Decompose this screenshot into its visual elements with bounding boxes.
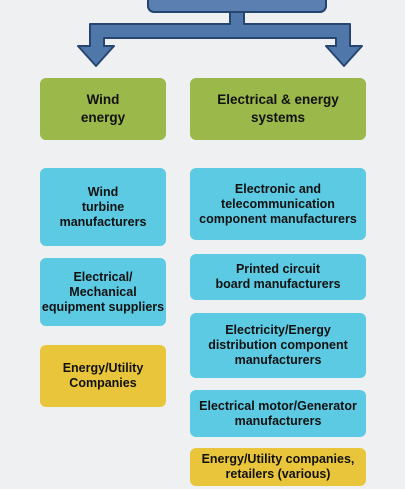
box-text: distribution component <box>208 338 348 352</box>
category-header: Electrical & energy systems <box>190 78 366 140</box>
category-header: Wind energy <box>40 78 166 140</box>
box-text: Electrical/ <box>73 269 133 284</box>
category-item: Printed circuit board manufacturers <box>190 254 366 300</box>
category-item: Electrical/Mechanical equipment suppliers <box>40 258 166 326</box>
box-text: Electrical & energy <box>217 92 339 107</box>
box-text: Electrical motor/Generator <box>199 398 357 413</box>
split-arrow <box>77 11 363 67</box>
category-item: Energy/Utility companies, retailers (vari… <box>190 448 366 486</box>
box-text: board manufacturers <box>215 277 341 291</box>
box-text: Electronic and <box>234 181 322 196</box>
box-text: Energy/Utility <box>62 361 144 375</box>
box-text: manufacturers <box>234 413 322 428</box>
box-text: systems <box>250 110 306 125</box>
box-text: Printed circuit <box>235 262 321 276</box>
box-text: energy <box>80 110 126 125</box>
box-text: telecommunication <box>221 196 335 211</box>
category-item: Wind turbine manufacturers <box>40 168 166 246</box>
box-text: Electricity/Energy <box>225 323 331 337</box>
box-text: component manufacturers <box>199 211 357 226</box>
box-text: equipment suppliers <box>41 299 165 314</box>
box-text: turbine <box>81 199 125 214</box>
box-text: Energy/Utility companies, <box>201 452 355 466</box>
category-item: Electrical motor/Generator manufacturers <box>190 390 366 437</box>
category-item: Energy/Utility Companies <box>40 345 166 407</box>
box-text: retailers (various) <box>225 467 331 481</box>
top-box <box>147 0 327 13</box>
box-text: manufacturers <box>234 353 322 367</box>
box-text: Wind <box>86 92 120 107</box>
box-text: Wind <box>87 184 119 199</box>
category-item: Electricity/Energy distribution component… <box>190 313 366 378</box>
box-text: Companies <box>69 376 137 390</box>
box-text: Mechanical <box>69 284 137 299</box>
category-item: Electronic and telecommunication component… <box>190 168 366 240</box>
box-text: manufacturers <box>59 214 147 229</box>
